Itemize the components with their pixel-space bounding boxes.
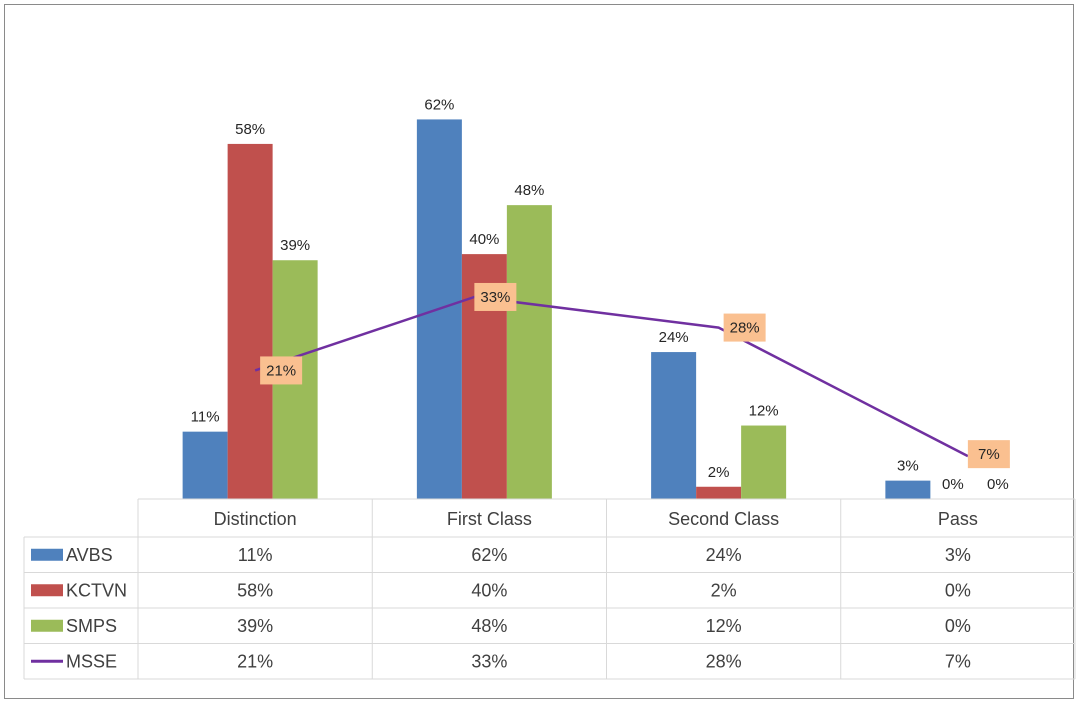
line-label-box [723,313,766,342]
bar-kctvn-second-class [696,486,742,499]
legend-label-msse: MSSE [66,651,117,671]
bar-smps-second-class [741,425,787,499]
data-label-smps-pass: 0% [987,476,1009,493]
data-label-avbs-distinction: 11% [191,409,220,426]
table-cell-kctvn-first-class: 40% [471,580,507,600]
category-label-pass: Pass [938,509,978,529]
data-label-kctvn-pass: 0% [942,476,964,493]
table-cell-kctvn-second-class: 2% [711,580,737,600]
table-cell-smps-first-class: 48% [471,616,507,636]
table-cell-msse-first-class: 33% [471,651,507,671]
line-label-msse-first-class: 33% [474,282,517,311]
table-cell-msse-distinction: 21% [237,651,273,671]
table-cell-kctvn-distinction: 58% [237,580,273,600]
table-cell-avbs-second-class: 24% [706,545,742,565]
data-label-kctvn-distinction: 58% [235,121,265,138]
table-row-avbs: AVBS 11% 62% 24% 3% [31,545,971,565]
line-label-value: 28% [730,320,760,337]
bar-avbs-distinction [182,431,228,499]
category-label-second-class: Second Class [668,509,779,529]
data-label-smps-second-class: 12% [749,403,779,420]
table-cell-avbs-pass: 3% [945,545,971,565]
line-layer: 21% 33% 28% 7% [254,282,1010,469]
table-row-kctvn: KCTVN 58% 40% 2% 0% [31,580,971,600]
category-label-distinction: Distinction [214,509,297,529]
legend-key-kctvn [31,584,63,597]
line-label-box [967,440,1010,469]
table-cell-msse-pass: 7% [945,651,971,671]
table-cell-avbs-first-class: 62% [471,545,507,565]
bars-layer: 11% 62% 24% 3% 58% 40% 2% 0% 39% 48% 12% 0% [182,96,1009,500]
line-label-msse-distinction: 21% [260,356,303,385]
table-cell-smps-pass: 0% [945,616,971,636]
bar-kctvn-distinction [227,143,273,499]
data-label-avbs-first-class: 62% [424,96,454,113]
line-label-box [474,282,517,311]
table-cell-msse-second-class: 28% [706,651,742,671]
data-label-smps-distinction: 39% [280,237,310,254]
table-cell-avbs-distinction: 11% [238,545,273,565]
bar-smps-first-class [506,205,552,500]
legend-label-avbs: AVBS [66,545,113,565]
table-cell-smps-second-class: 12% [706,616,742,636]
bar-avbs-second-class [651,352,697,499]
line-label-msse-pass: 7% [967,440,1010,469]
table-row-msse: MSSE 21% 33% 28% 7% [31,651,971,671]
data-label-avbs-second-class: 24% [659,329,689,346]
legend-key-avbs [31,548,63,561]
line-label-value: 7% [978,446,1000,463]
table-cell-smps-distinction: 39% [237,616,273,636]
legend-label-smps: SMPS [66,616,117,636]
bar-avbs-pass [885,480,931,499]
data-label-avbs-pass: 3% [897,458,919,475]
data-table: Distinction First Class Second Class Pass AV… [23,498,1076,680]
legend-key-smps [31,619,63,632]
data-label-smps-first-class: 48% [514,182,544,199]
legend-label-kctvn: KCTVN [66,580,127,600]
table-row-smps: SMPS 39% 48% 12% 0% [31,616,971,636]
data-label-kctvn-second-class: 2% [708,464,730,481]
line-label-value: 33% [480,289,510,306]
line-label-box [260,356,303,385]
line-msse [254,295,969,458]
category-label-first-class: First Class [447,509,532,529]
line-label-msse-second-class: 28% [723,313,766,342]
line-label-value: 21% [266,362,296,379]
table-cell-kctvn-pass: 0% [945,580,971,600]
data-label-kctvn-first-class: 40% [469,231,499,248]
